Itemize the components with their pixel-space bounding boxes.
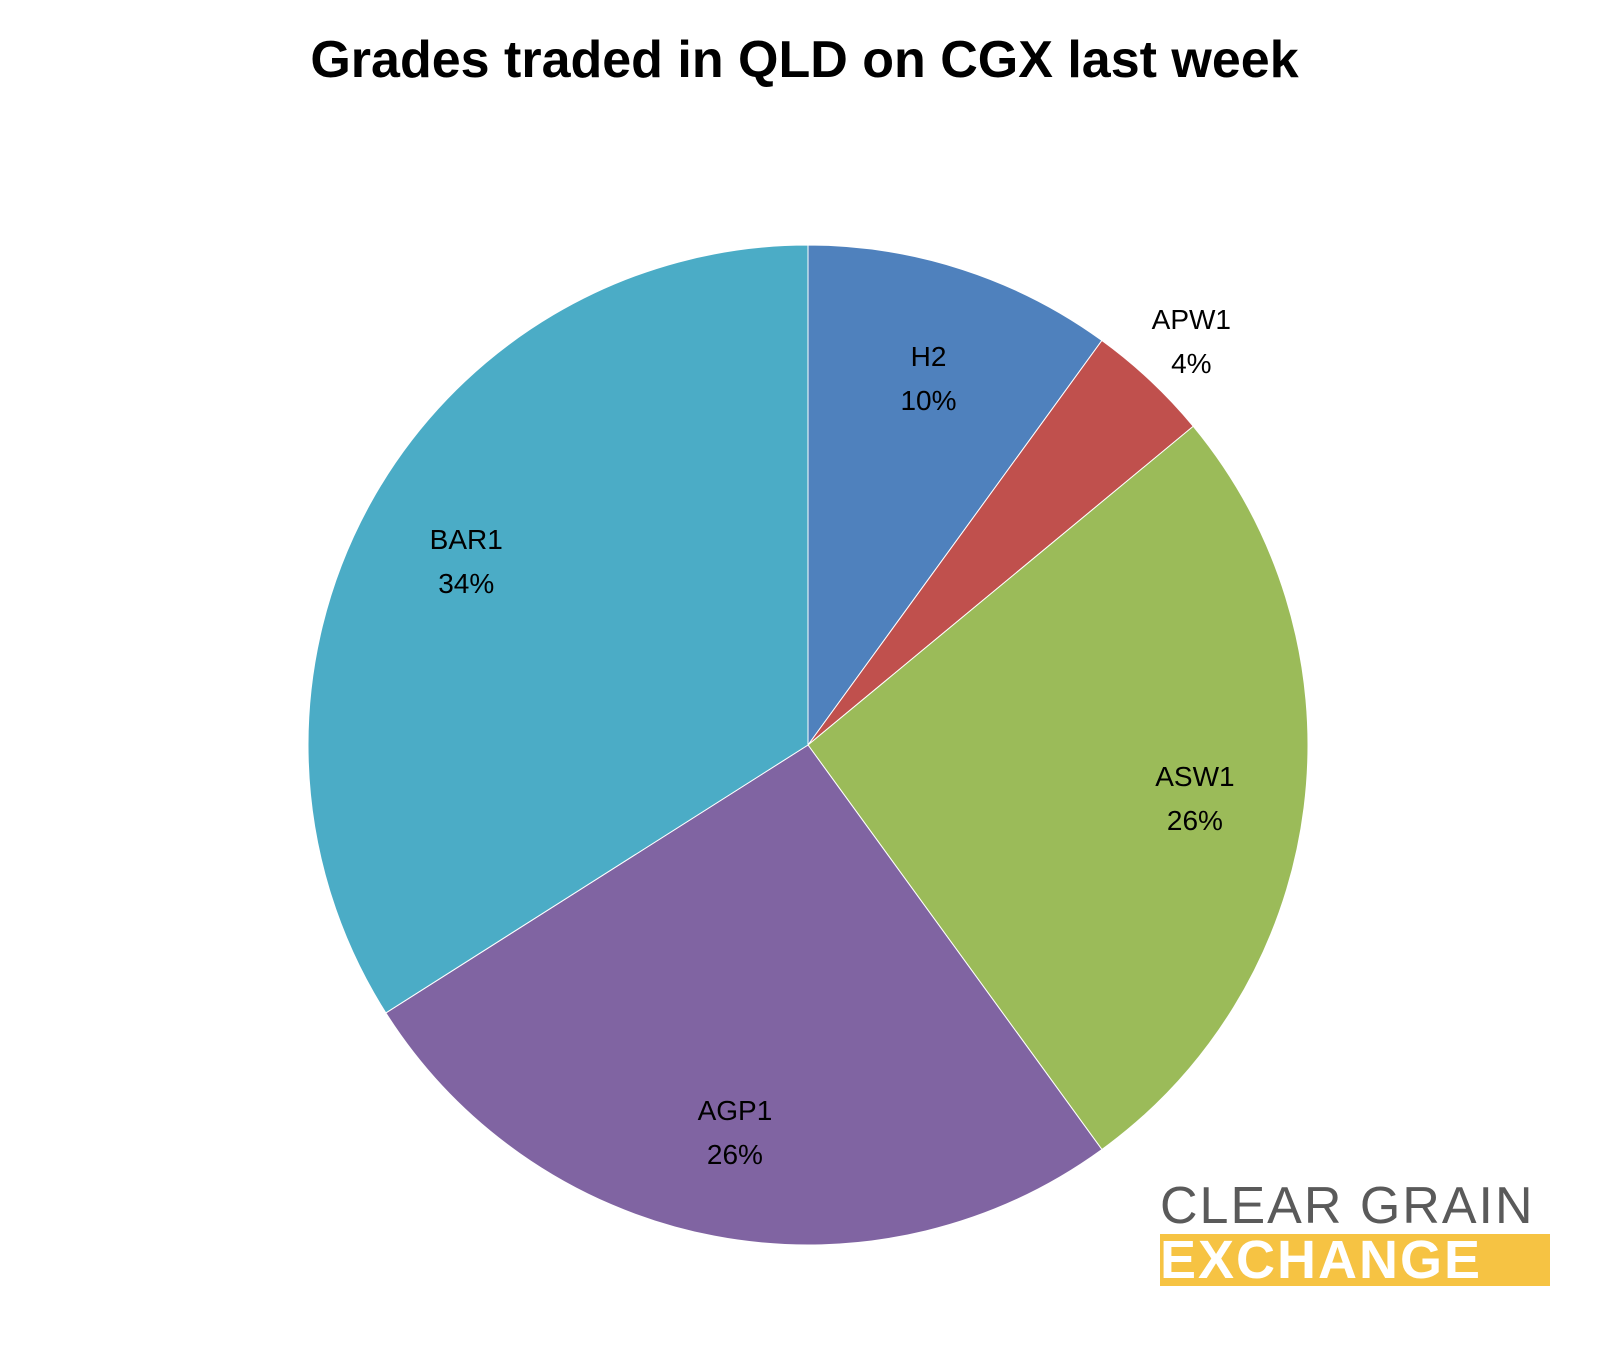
slice-label-asw1: ASW1 xyxy=(1155,761,1234,792)
slice-percent-asw1: 26% xyxy=(1167,805,1223,836)
slice-percent-apw1: 4% xyxy=(1171,348,1211,379)
slice-percent-h2: 10% xyxy=(900,385,956,416)
slice-percent-bar1: 34% xyxy=(438,568,494,599)
logo-line-1: CLEAR GRAIN xyxy=(1160,1177,1535,1235)
clear-grain-exchange-logo: CLEAR GRAIN EXCHANGE xyxy=(1160,1178,1550,1288)
slice-percent-agp1: 26% xyxy=(707,1139,763,1170)
pie-slice-h2 xyxy=(807,244,1103,747)
pie-labels: H2 10% APW1 4% ASW1 26% AGP1 26% BAR1 34% xyxy=(430,304,1235,1170)
slice-label-agp1: AGP1 xyxy=(698,1095,773,1126)
slice-label-bar1: BAR1 xyxy=(430,524,503,555)
pie-slices xyxy=(307,244,1309,1246)
chart-title: Grades traded in QLD on CGX last week xyxy=(310,31,1299,89)
slice-label-h2: H2 xyxy=(911,341,947,372)
slice-label-apw1: APW1 xyxy=(1152,304,1231,335)
pie-slice-agp1 xyxy=(385,744,1103,1246)
logo-line-2: EXCHANGE xyxy=(1160,1234,1550,1286)
pie-slice-bar1 xyxy=(307,244,809,1014)
pie-slice-asw1 xyxy=(807,425,1309,1151)
